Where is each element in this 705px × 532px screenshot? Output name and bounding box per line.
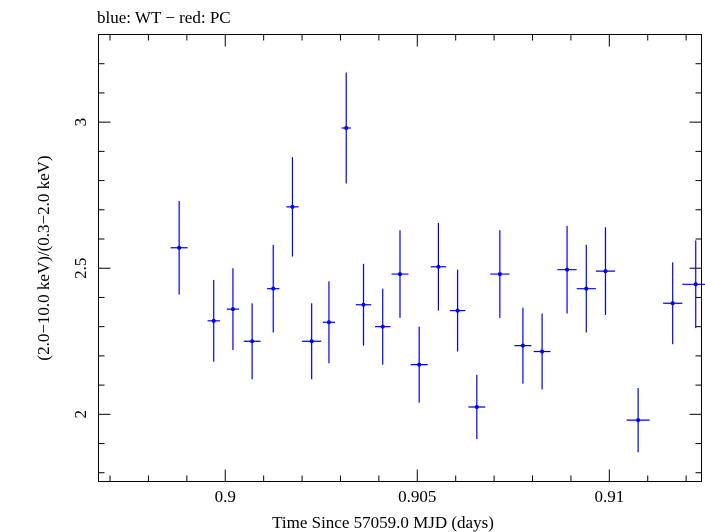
data-point <box>533 313 551 390</box>
point-marker <box>636 418 641 423</box>
point-marker <box>380 324 385 329</box>
data-point <box>226 268 240 351</box>
data-point <box>355 263 372 346</box>
y-axis: 22.53 <box>71 34 702 474</box>
point-marker <box>326 320 331 325</box>
data-point <box>490 230 510 318</box>
point-marker <box>398 272 402 277</box>
point-marker <box>211 318 216 323</box>
y-tick-label: 2.5 <box>71 258 90 279</box>
data-point <box>267 244 280 333</box>
point-marker <box>271 286 276 291</box>
point-marker <box>290 204 295 209</box>
point-marker <box>520 343 525 348</box>
data-point <box>595 227 616 315</box>
y-tick-label: 2 <box>71 410 90 419</box>
x-axis: 0.9 0.905 0.91 <box>109 34 687 506</box>
data-point <box>468 374 486 440</box>
data-point <box>207 279 220 362</box>
data-point <box>663 262 683 345</box>
data-point <box>576 244 596 333</box>
x-tick-label: 0.91 <box>594 487 624 506</box>
point-marker <box>309 339 314 344</box>
point-marker <box>230 307 235 312</box>
point-marker <box>497 272 502 277</box>
point-marker <box>540 349 545 354</box>
data-point <box>243 303 261 380</box>
data-point <box>449 269 466 352</box>
data-point <box>302 303 322 380</box>
y-tick-label: 3 <box>71 118 90 127</box>
data-point <box>557 225 577 314</box>
data-point <box>341 72 351 184</box>
point-marker <box>436 264 441 269</box>
point-marker <box>603 269 608 274</box>
data-point <box>375 288 391 365</box>
y-axis-label: (2.0−10.0 keV)/(0.3−2.0 keV) <box>34 155 53 360</box>
point-marker <box>250 339 255 344</box>
data-series <box>170 72 705 453</box>
data-point <box>514 307 532 384</box>
point-marker <box>455 308 460 313</box>
data-point <box>430 222 447 311</box>
point-marker <box>670 301 675 306</box>
point-marker <box>417 362 422 367</box>
point-marker <box>177 245 182 250</box>
point-marker <box>474 405 479 409</box>
point-marker <box>565 267 570 272</box>
data-point <box>410 326 428 403</box>
point-marker <box>361 302 366 307</box>
plot-frame <box>98 34 702 482</box>
point-marker <box>693 282 698 287</box>
point-marker <box>584 286 589 291</box>
point-marker <box>344 125 349 130</box>
data-point <box>322 281 336 364</box>
data-point <box>626 388 650 453</box>
chart-title: blue: WT − red: PC <box>97 8 231 27</box>
x-tick-label: 0.9 <box>215 487 236 506</box>
x-axis-label: Time Since 57059.0 MJD (days) <box>272 513 494 532</box>
data-point <box>286 157 299 257</box>
data-point <box>170 201 188 295</box>
data-point <box>391 230 409 318</box>
x-tick-label: 0.905 <box>398 487 436 506</box>
